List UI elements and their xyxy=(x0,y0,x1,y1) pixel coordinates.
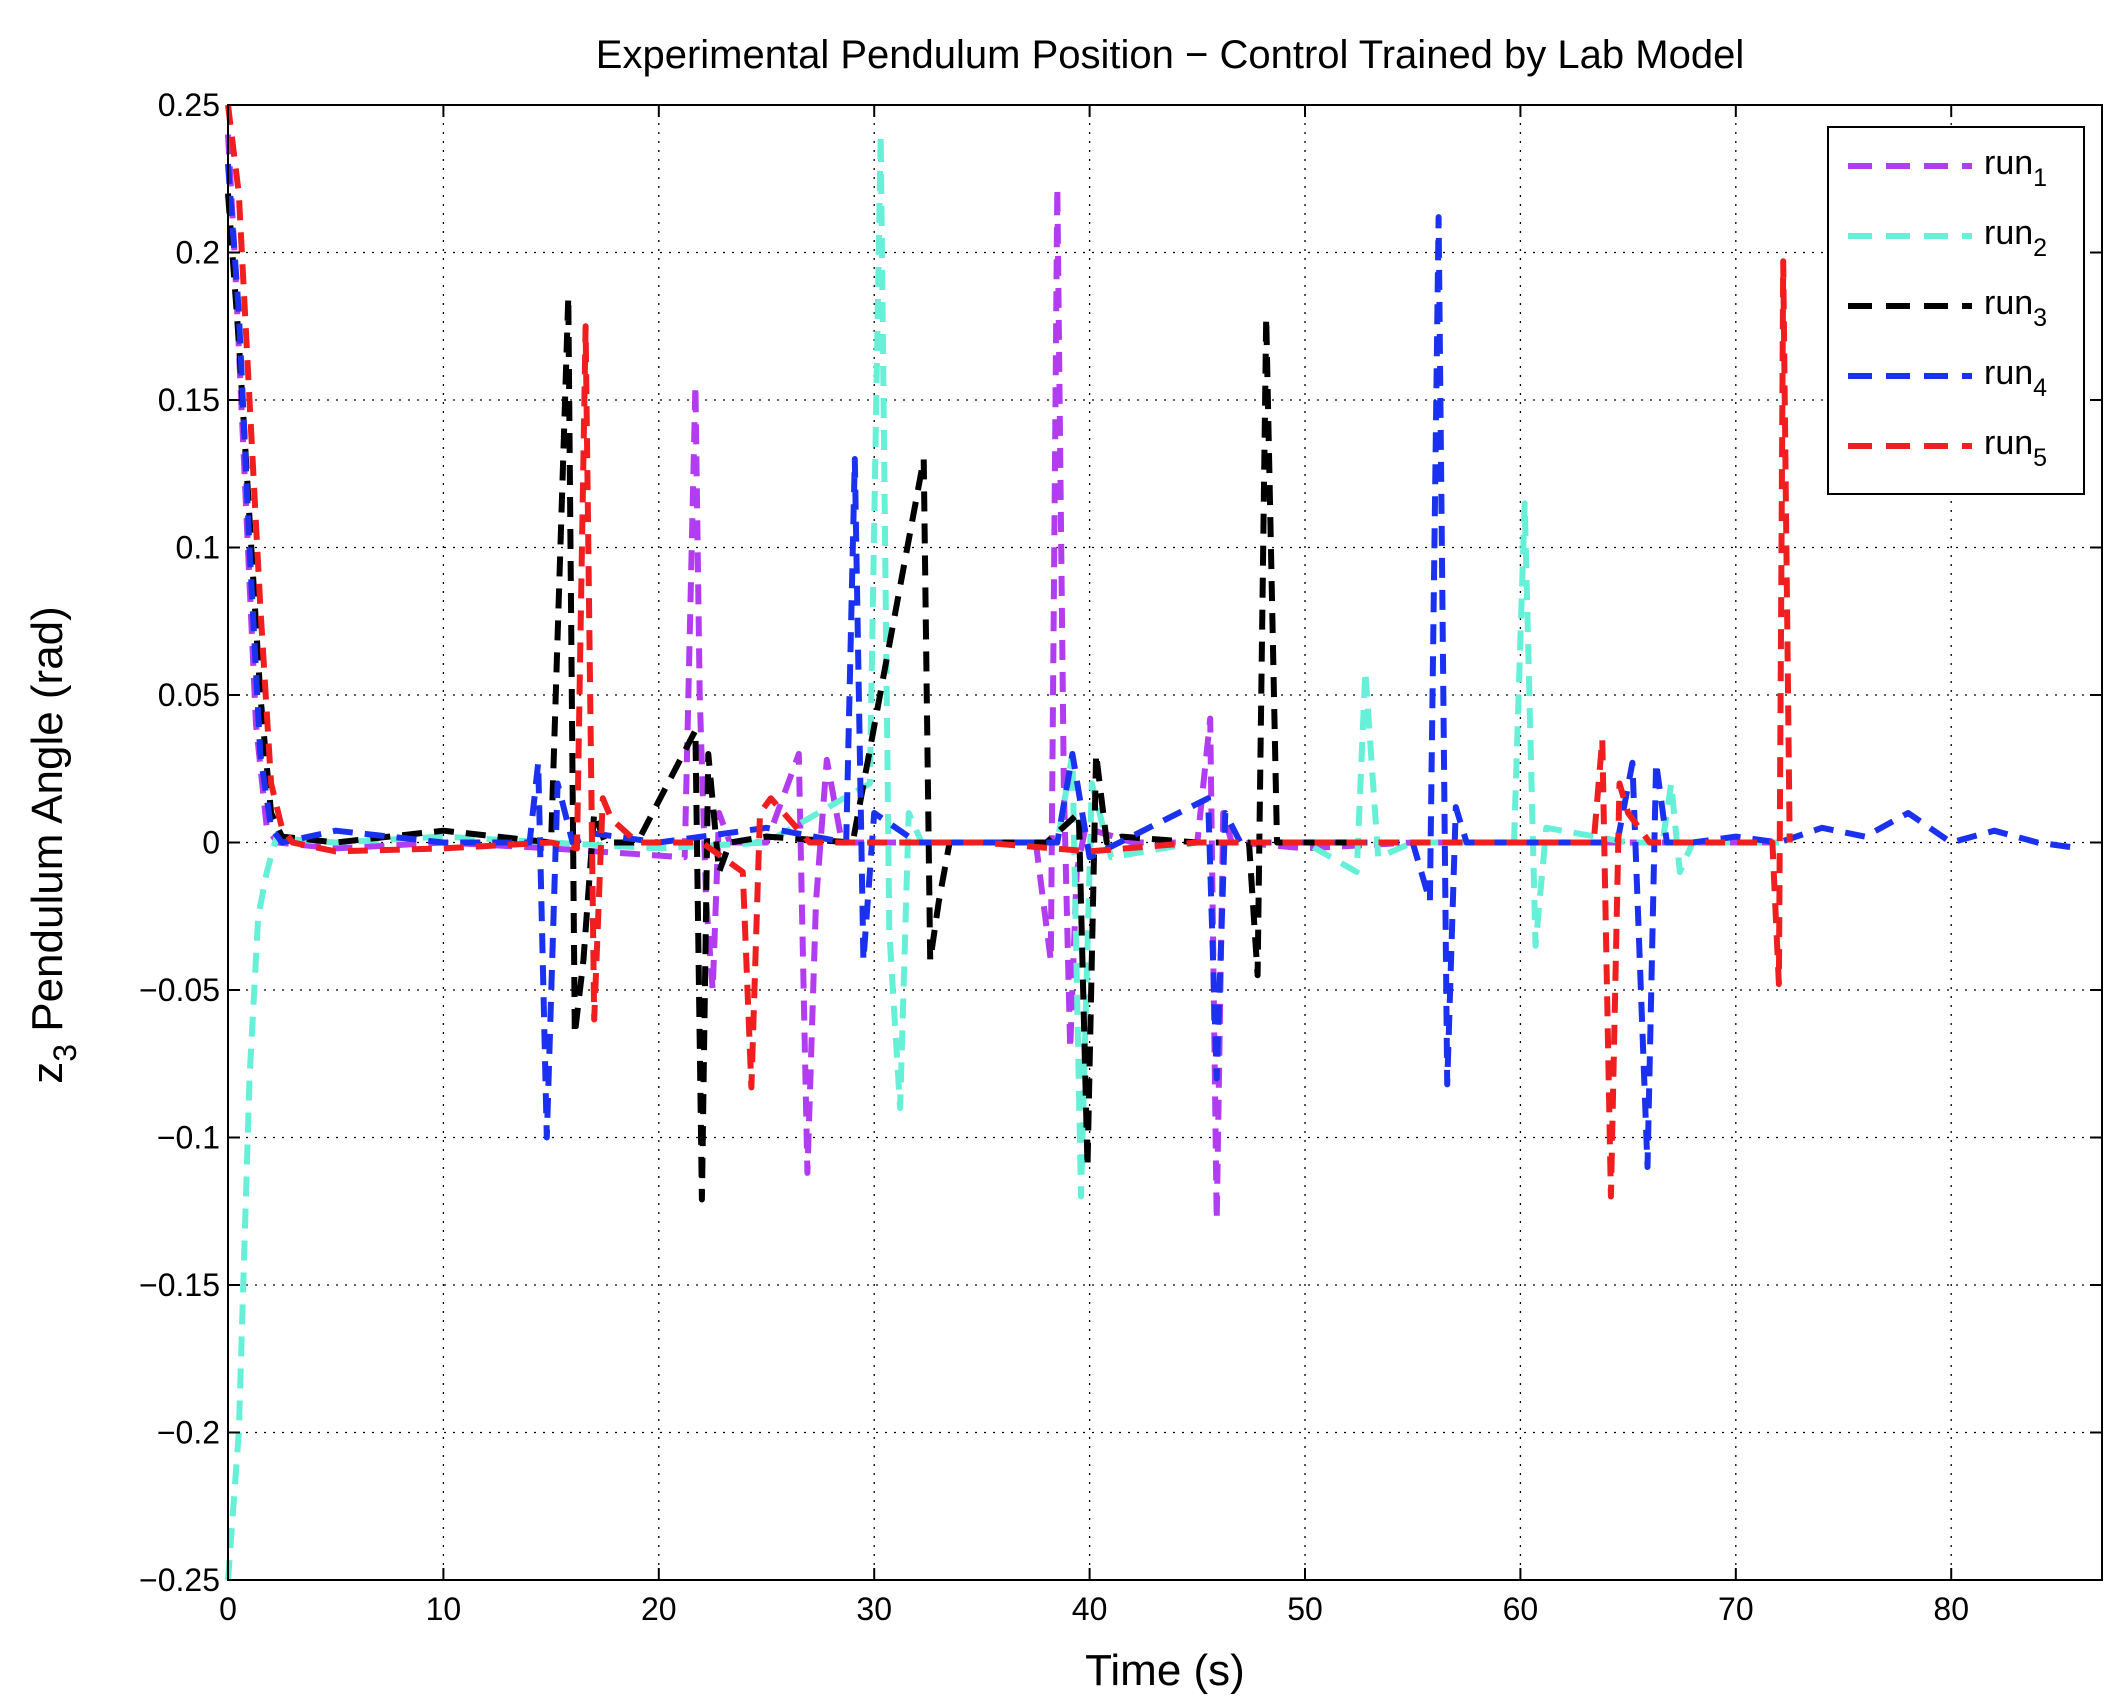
legend-label-subscript: 5 xyxy=(2033,444,2047,472)
series-line-5 xyxy=(225,104,1793,1200)
legend-label-base: run xyxy=(1984,144,2033,182)
y-tick-label: −0.2 xyxy=(157,1415,220,1451)
y-axis-label-text: Pendulum Angle (rad) xyxy=(23,606,72,1044)
y-tick-label: −0.1 xyxy=(157,1120,220,1156)
legend-label-base: run xyxy=(1984,284,2033,322)
legend-label-subscript: 2 xyxy=(2033,234,2047,262)
y-axis-label-base: z xyxy=(23,1062,72,1084)
x-tick-label: 40 xyxy=(1072,1591,1108,1627)
legend-label-subscript: 1 xyxy=(2033,164,2047,192)
legend-label: run1 xyxy=(1984,144,2047,192)
x-tick-label: 30 xyxy=(856,1591,892,1627)
y-tick-label: 0.2 xyxy=(176,235,220,271)
legend-box xyxy=(1827,126,2085,495)
legend-label-base: run xyxy=(1984,424,2033,462)
plot-series xyxy=(225,104,2081,1581)
y-tick-label: 0.25 xyxy=(158,87,220,123)
legend-label: run5 xyxy=(1984,424,2047,472)
y-axis-label-subscript: 3 xyxy=(47,1044,83,1062)
legend-label-base: run xyxy=(1984,214,2033,252)
legend-label-base: run xyxy=(1984,354,2033,392)
y-tick-label: 0 xyxy=(202,825,220,861)
y-tick-label: 0.05 xyxy=(158,677,220,713)
x-tick-label: 50 xyxy=(1287,1591,1323,1627)
series-line-4 xyxy=(225,163,2081,1170)
y-tick-label: 0.1 xyxy=(176,530,220,566)
x-tick-label: 20 xyxy=(641,1591,677,1627)
legend-label-subscript: 3 xyxy=(2033,304,2047,332)
x-tick-label: 80 xyxy=(1933,1591,1969,1627)
x-tick-label: 70 xyxy=(1718,1591,1754,1627)
series-line-3 xyxy=(225,193,1349,1203)
x-axis-label: Time (s) xyxy=(1085,1646,1245,1695)
x-tick-label: 10 xyxy=(426,1591,462,1627)
legend-label: run4 xyxy=(1984,354,2047,402)
x-tick-label: 60 xyxy=(1503,1591,1539,1627)
chart-title: Experimental Pendulum Position − Control… xyxy=(596,33,1744,77)
legend-label-subscript: 4 xyxy=(2033,374,2047,402)
y-tick-label: −0.15 xyxy=(139,1267,220,1303)
x-tick-label: 0 xyxy=(219,1591,237,1627)
y-tick-label: −0.05 xyxy=(139,972,220,1008)
y-axis-label: z3 Pendulum Angle (rad) xyxy=(23,606,83,1084)
y-tick-label: −0.25 xyxy=(139,1562,220,1598)
axis-ticks: 0 10 20 30 40 50 60 70 80 0.25 0.2 0.15 0.1 0.05 0 −0.0… xyxy=(139,87,2102,1627)
legend-label: run3 xyxy=(1984,284,2047,332)
y-tick-label: 0.15 xyxy=(158,382,220,418)
legend-label: run2 xyxy=(1984,214,2047,262)
